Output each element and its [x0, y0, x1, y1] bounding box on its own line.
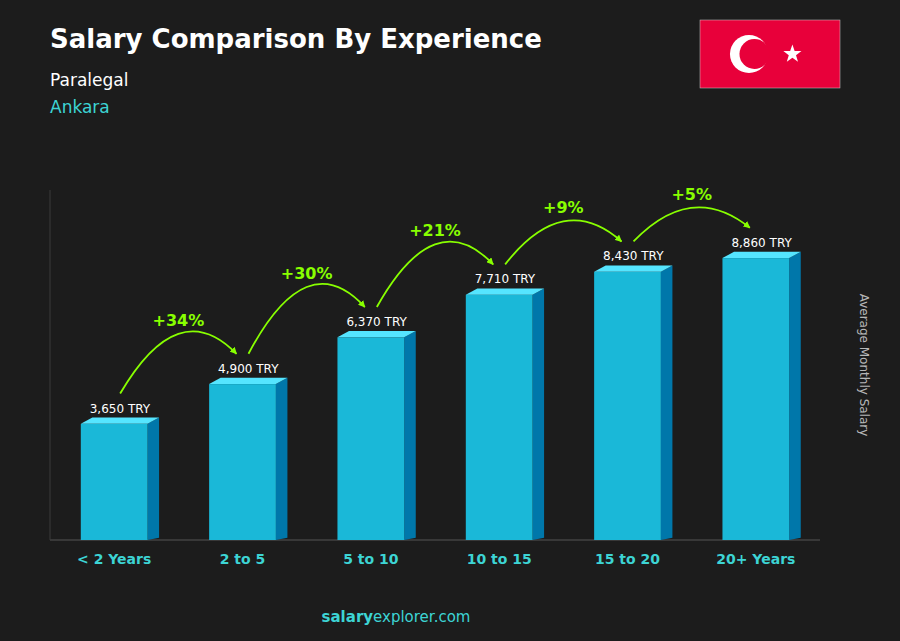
flag-star [783, 44, 801, 61]
value-label: 4,900 TRY [218, 362, 279, 376]
bar-top-face [466, 288, 544, 294]
bar [466, 295, 533, 540]
growth-arc [120, 331, 236, 393]
bar [722, 258, 789, 540]
x-tick-label: < 2 Years [77, 551, 151, 567]
x-tick-label: 20+ Years [716, 551, 795, 567]
bar-top-face [722, 252, 800, 258]
growth-label: +30% [281, 264, 333, 283]
footer-part: explorer.com [373, 608, 470, 626]
background [0, 0, 900, 641]
flag-crescent-cut [739, 39, 769, 69]
x-axis-line [50, 540, 820, 541]
y-axis-line [50, 190, 51, 540]
value-label: 7,710 TRY [475, 272, 536, 286]
page: {"chart_data": {"type": "bar", "title": … [0, 0, 900, 641]
growth-arcs [120, 207, 750, 393]
bar-side-face [661, 265, 673, 540]
bar [81, 424, 148, 540]
flag-background [700, 20, 840, 88]
subtitle: Ankara [50, 97, 110, 117]
subtitle: Paralegal [50, 70, 128, 90]
x-tick-label: 2 to 5 [220, 551, 266, 567]
bar [209, 384, 276, 540]
growth-arc [249, 284, 365, 354]
value-label: 8,430 TRY [603, 249, 664, 263]
growth-label: +34% [152, 311, 204, 330]
footer: salaryexplorer.com [322, 608, 471, 626]
chart-container: Salary Comparison By Experience Paralegal… [0, 0, 900, 641]
value-label: 3,650 TRY [90, 402, 151, 416]
value-label: 6,370 TRY [346, 315, 407, 329]
growth-arc [377, 242, 493, 307]
bar-side-face [533, 288, 545, 540]
bar-top-face [337, 331, 415, 337]
growth-label: +9% [543, 198, 584, 217]
y-axis-label: Average Monthly Salary [857, 294, 871, 437]
bar-side-face [404, 331, 416, 540]
bar-side-face [276, 378, 288, 540]
bar-side-face [789, 252, 801, 540]
bar [337, 337, 404, 540]
x-tick-label: 15 to 20 [595, 551, 660, 567]
title: Salary Comparison By Experience [50, 24, 542, 54]
value-label: 8,860 TRY [731, 236, 792, 250]
x-tick-label: 5 to 10 [343, 551, 399, 567]
growth-arc [505, 220, 621, 264]
bar-top-face [81, 418, 159, 424]
bar [594, 272, 661, 540]
x-tick-label: 10 to 15 [467, 551, 532, 567]
bar-top-face [594, 265, 672, 271]
growth-arc [634, 207, 750, 241]
bar-side-face [148, 418, 160, 540]
bar-top-face [209, 378, 287, 384]
flag [700, 20, 840, 88]
growth-label: +5% [671, 185, 712, 204]
footer-part: salary [322, 608, 374, 626]
bars [81, 252, 801, 540]
growth-label: +21% [409, 221, 461, 240]
chart-svg: Salary Comparison By Experience Paralegal… [0, 0, 900, 641]
